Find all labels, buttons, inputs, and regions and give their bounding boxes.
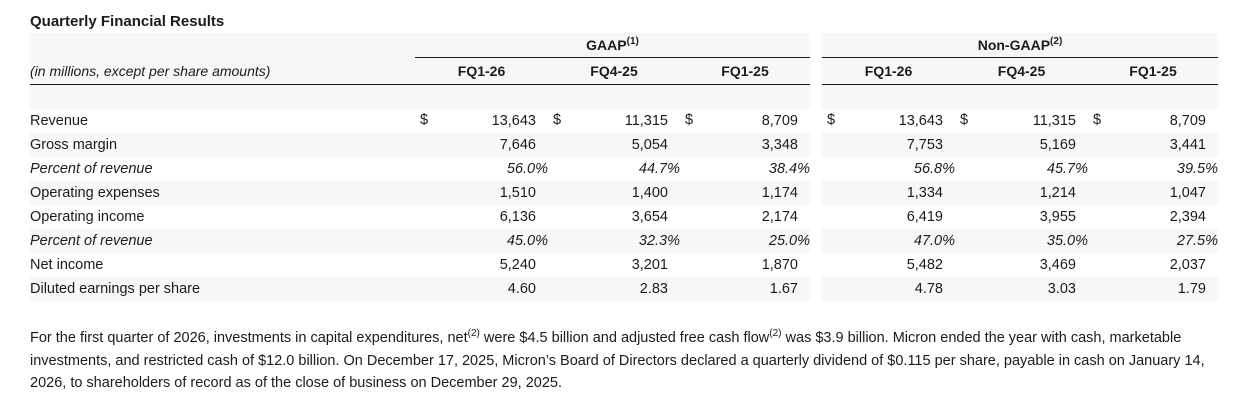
cell-value: $8,709 — [1093, 112, 1206, 129]
currency-symbol: $ — [827, 112, 836, 128]
cell-value: 3,654 — [631, 209, 668, 225]
cell-value: 1,214 — [955, 181, 1088, 205]
table-row: Percent of revenue 45.0% 32.3% 25.0% 47.0% 35… — [30, 229, 1218, 253]
cell-value: 1,174 — [680, 181, 810, 205]
cell-value: 2.83 — [548, 277, 680, 301]
cell-value: 5,169 — [955, 133, 1088, 157]
cell-value: 5,240 — [499, 257, 536, 273]
currency-symbol: $ — [553, 112, 562, 128]
column-header: FQ4-25 — [548, 57, 680, 85]
cell-value: 3,469 — [1039, 257, 1076, 273]
table-row: Revenue $13,643 $11,315 $8,709 $13,643 $11,31… — [30, 109, 1218, 133]
unit-label: (in millions, except per share amounts) — [30, 57, 415, 85]
cell-value: 6,419 — [906, 209, 943, 225]
cell-value: 3,348 — [680, 133, 810, 157]
cell-value: 25.0% — [680, 229, 810, 253]
cell-value: 39.5% — [1176, 161, 1218, 177]
cell-value: 4.78 — [822, 277, 955, 301]
row-label: Percent of revenue — [30, 161, 153, 177]
currency-symbol: $ — [685, 112, 694, 128]
column-header: FQ4-25 — [955, 57, 1088, 85]
cell-value: 5,482 — [906, 257, 943, 273]
cell-value: 35.0% — [955, 229, 1088, 253]
table-row: Operating expenses 1,510 1,400 1,174 1,334 1,… — [30, 181, 1218, 205]
column-header: FQ1-25 — [1088, 57, 1218, 85]
cell-value: 1,400 — [548, 181, 680, 205]
cell-value: 47.0% — [822, 229, 955, 253]
cell-value: 7,646 — [415, 133, 548, 157]
cell-value: 2,174 — [761, 209, 798, 225]
table-row: Net income 5,240 3,201 1,870 5,482 3,469 2,037 — [30, 253, 1218, 277]
cell-value: $11,315 — [960, 112, 1076, 129]
table-row: Gross margin 7,646 5,054 3,348 7,753 5,169 3,4… — [30, 133, 1218, 157]
cell-value: 1,047 — [1088, 181, 1218, 205]
cell-value: $13,643 — [827, 112, 943, 129]
cell-value: 3,955 — [1039, 209, 1076, 225]
row-label: Operating expenses — [30, 181, 415, 205]
table-row: Diluted earnings per share 4.60 2.83 1.67 4.… — [30, 277, 1218, 301]
cell-value: 4.60 — [415, 277, 548, 301]
cell-value: 3.03 — [955, 277, 1088, 301]
row-label: Revenue — [30, 113, 89, 129]
cell-value: 3,441 — [1088, 133, 1218, 157]
cell-value: 45.0% — [415, 229, 548, 253]
group-header-gaap: GAAP(1) — [415, 33, 810, 58]
row-label: Gross margin — [30, 133, 415, 157]
cell-value: $8,709 — [685, 112, 798, 129]
cell-value: 56.0% — [506, 161, 548, 177]
cell-value: 45.7% — [1046, 161, 1088, 177]
cell-value: 1,870 — [761, 257, 798, 273]
column-header: FQ1-26 — [822, 57, 955, 85]
column-header: FQ1-26 — [415, 57, 548, 85]
currency-symbol: $ — [1093, 112, 1102, 128]
cell-value: 32.3% — [548, 229, 680, 253]
table-row: Operating income 6,136 3,654 2,174 6,419 3,95… — [30, 205, 1218, 229]
cell-value: $13,643 — [420, 112, 536, 129]
cell-value: $11,315 — [553, 112, 668, 129]
group-header-non-gaap: Non-GAAP(2) — [822, 33, 1218, 58]
cell-value: 1,510 — [415, 181, 548, 205]
column-header: FQ1-25 — [680, 57, 810, 85]
row-label: Percent of revenue — [30, 229, 415, 253]
cell-value: 2,394 — [1169, 209, 1206, 225]
row-label: Operating income — [30, 209, 145, 225]
summary-paragraph: For the first quarter of 2026, investmen… — [30, 328, 1205, 392]
table-row: Percent of revenue 56.0% 44.7% 38.4% 56.8% 45… — [30, 157, 1218, 181]
cell-value: 44.7% — [638, 161, 680, 177]
cell-value: 56.8% — [913, 161, 955, 177]
cell-value: 1,334 — [822, 181, 955, 205]
currency-symbol: $ — [960, 112, 969, 128]
currency-symbol: $ — [420, 112, 429, 128]
cell-value: 1.67 — [680, 277, 810, 301]
cell-value: 5,054 — [548, 133, 680, 157]
section-title: Quarterly Financial Results — [30, 13, 225, 30]
row-label: Diluted earnings per share — [30, 277, 415, 301]
cell-value: 38.4% — [768, 161, 810, 177]
cell-value: 7,753 — [822, 133, 955, 157]
cell-value: 1.79 — [1088, 277, 1218, 301]
financial-results-table: GAAP(1) Non-GAAP(2) (in millions, except… — [30, 33, 1218, 301]
cell-value: 2,037 — [1169, 257, 1206, 273]
cell-value: 6,136 — [499, 209, 536, 225]
cell-value: 3,201 — [631, 257, 668, 273]
row-label: Net income — [30, 257, 104, 273]
cell-value: 27.5% — [1088, 229, 1218, 253]
